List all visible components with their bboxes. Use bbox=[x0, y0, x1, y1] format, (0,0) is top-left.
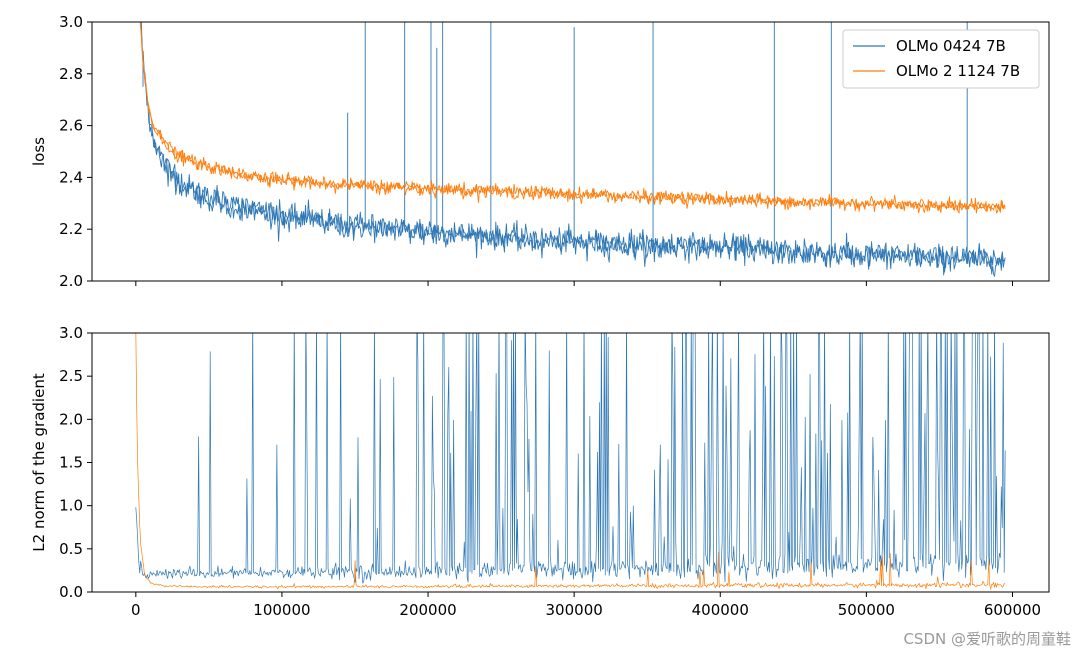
y-tick-label: 0.5 bbox=[59, 540, 83, 558]
y-tick-label: 0.0 bbox=[59, 583, 83, 601]
loss-series-group bbox=[139, 22, 1006, 277]
series-line-1-noise bbox=[139, 22, 1006, 215]
x-tick-label: 500000 bbox=[838, 601, 895, 619]
x-tick-label: 400000 bbox=[692, 601, 749, 619]
series-line-0 bbox=[135, 333, 1006, 584]
watermark: CSDN @爱听歌的周童鞋 bbox=[903, 630, 1071, 648]
y-tick-label: 3.0 bbox=[59, 324, 83, 342]
y-tick-label: 3.0 bbox=[59, 13, 83, 31]
x-tick-label: 200000 bbox=[399, 601, 456, 619]
y-tick-label: 2.8 bbox=[59, 65, 83, 83]
x-tick-label: 100000 bbox=[253, 601, 310, 619]
loss-plot-frame bbox=[91, 21, 1050, 282]
loss-x-ticks bbox=[135, 281, 1013, 286]
y-tick-label: 2.0 bbox=[59, 272, 83, 290]
series-line-0-noise bbox=[140, 22, 1006, 273]
loss-panel: 2.0 2.2 2.4 2.6 2.8 3.0 loss OLMo 0424 7B OLM… bbox=[30, 13, 1050, 290]
legend: OLMo 0424 7B OLMo 2 1124 7B bbox=[842, 29, 1040, 89]
x-tick-label: 600000 bbox=[984, 601, 1041, 619]
y-tick-label: 1.0 bbox=[59, 497, 83, 515]
x-tick-label: 0 bbox=[131, 601, 141, 619]
y-tick-label: 2.0 bbox=[59, 410, 83, 428]
x-tick-label: 300000 bbox=[546, 601, 603, 619]
gradient-x-ticks: 0 100000 200000 300000 400000 500000 600000 bbox=[131, 592, 1041, 619]
gradient-norm-panel: 0.0 0.5 1.0 1.5 2.0 2.5 3.0 0 100000 200000 30000… bbox=[30, 324, 1050, 619]
legend-box bbox=[842, 29, 1040, 89]
y-tick-label: 2.2 bbox=[59, 220, 83, 238]
y-tick-label: 2.5 bbox=[59, 367, 83, 385]
gradient-y-ticks: 0.0 0.5 1.0 1.5 2.0 2.5 3.0 bbox=[59, 324, 92, 601]
gradient-y-axis-label: L2 norm of the gradient bbox=[30, 373, 48, 552]
gradient-series-group bbox=[135, 333, 1006, 590]
loss-y-axis-label: loss bbox=[30, 137, 48, 166]
loss-y-ticks: 2.0 2.2 2.4 2.6 2.8 3.0 bbox=[59, 13, 92, 290]
y-tick-label: 2.4 bbox=[59, 168, 83, 186]
legend-entry-olmo-2-1124: OLMo 2 1124 7B bbox=[896, 62, 1020, 80]
y-tick-label: 1.5 bbox=[59, 454, 83, 472]
y-tick-label: 2.6 bbox=[59, 117, 83, 135]
series-line-1 bbox=[135, 333, 1006, 590]
legend-entry-olmo-0424: OLMo 0424 7B bbox=[896, 37, 1006, 55]
